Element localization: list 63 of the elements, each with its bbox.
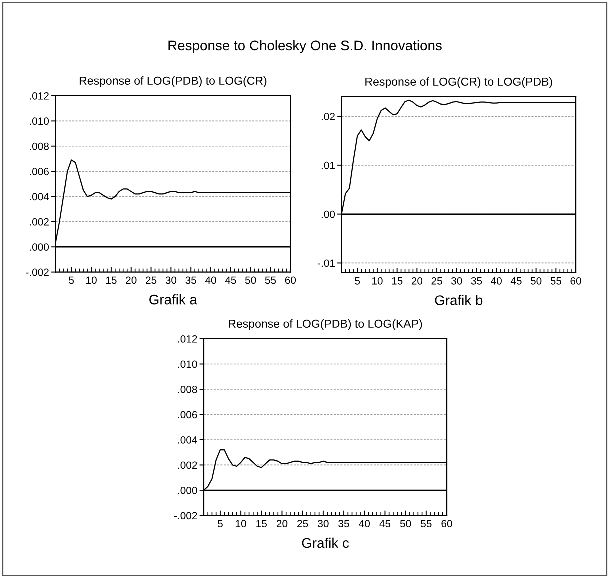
x-tick-label: 25	[146, 276, 157, 284]
y-tick-label: .004	[178, 436, 198, 444]
x-tick-label: 55	[421, 520, 432, 528]
x-tick-label: 10	[236, 520, 246, 528]
y-tick-label: -.01	[318, 260, 335, 268]
x-axis-title: Grafik c	[302, 538, 350, 548]
y-tick-label: .008	[30, 142, 49, 150]
x-tick-label: 5	[69, 276, 74, 284]
x-tick-label: 15	[392, 278, 403, 285]
x-tick-label: 20	[412, 277, 423, 285]
y-tick-label: .002	[30, 218, 49, 226]
y-tick-label: .004	[30, 193, 50, 201]
x-tick-label: 60	[285, 276, 296, 284]
y-tick-label: .000	[30, 244, 50, 251]
x-tick-label: 25	[432, 277, 442, 285]
y-tick-label: .010	[30, 118, 50, 126]
text: Response to Cholesky One S.D. Innovations	[168, 40, 442, 54]
x-tick-label: 60	[442, 520, 452, 528]
x-tick-label: 15	[106, 276, 117, 284]
x-tick-label: 30	[451, 277, 462, 285]
x-tick-label: 60	[570, 277, 582, 285]
x-tick-label: 45	[380, 520, 391, 528]
x-tick-label: 5	[355, 278, 360, 285]
x-tick-label: 50	[530, 277, 542, 285]
x-tick-label: 50	[400, 520, 412, 528]
x-tick-label: 10	[86, 276, 97, 284]
chart-title: Response of LOG(PDB) to LOG(KAP)	[229, 320, 422, 330]
x-tick-label: 30	[166, 276, 177, 284]
x-tick-label: 35	[338, 520, 350, 528]
x-tick-label: 55	[550, 278, 562, 285]
y-tick-label: .000	[178, 486, 198, 494]
chart-title: Response of LOG(CR) to LOG(PDB)	[366, 78, 552, 88]
x-tick-label: 5	[218, 520, 223, 528]
x-tick-label: 40	[205, 276, 216, 284]
y-tick-label: .010	[178, 360, 198, 368]
x-tick-label: 40	[491, 277, 502, 285]
x-tick-label: 55	[265, 276, 276, 284]
y-tick-label: .012	[178, 336, 198, 343]
y-tick-label: .02	[322, 113, 335, 120]
y-tick-label: -.002	[26, 268, 49, 276]
x-tick-label: 35	[471, 277, 482, 285]
x-tick-label: 15	[256, 520, 268, 528]
x-tick-label: 50	[245, 276, 256, 284]
y-tick-label: .006	[30, 168, 49, 176]
x-tick-label: 35	[186, 276, 196, 284]
y-tick-label: .002	[178, 462, 198, 470]
x-tick-label: 45	[510, 278, 522, 285]
x-tick-label: 20	[276, 520, 288, 528]
y-tick-label: -.002	[174, 512, 198, 520]
x-tick-label: 25	[298, 520, 308, 528]
x-tick-label: 20	[126, 276, 137, 284]
x-tick-label: 10	[372, 277, 383, 285]
y-tick-label: .012	[30, 92, 49, 100]
x-tick-label: 45	[225, 276, 236, 284]
x-tick-label: 30	[318, 520, 329, 528]
x-tick-label: 40	[359, 520, 370, 528]
y-tick-label: .006	[178, 411, 198, 419]
y-tick-label: .00	[322, 210, 336, 218]
x-axis-title: Grafik a	[150, 294, 198, 305]
chart-title: Response of LOG(PDB) to LOG(CR)	[80, 76, 267, 88]
y-tick-label: .01	[322, 162, 335, 170]
x-axis-title: Grafik b	[435, 295, 483, 306]
y-tick-label: .008	[178, 386, 198, 394]
